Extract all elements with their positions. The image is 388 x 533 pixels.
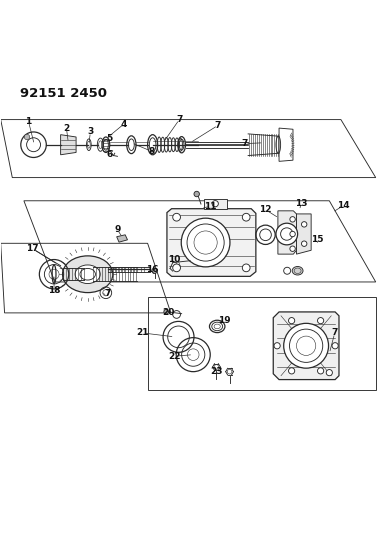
Circle shape xyxy=(212,200,218,207)
Text: 7: 7 xyxy=(104,289,111,298)
Circle shape xyxy=(181,218,230,267)
Text: 7: 7 xyxy=(242,139,248,148)
Circle shape xyxy=(164,310,168,314)
Circle shape xyxy=(332,343,338,349)
Circle shape xyxy=(173,213,180,221)
Ellipse shape xyxy=(62,256,113,293)
Text: 15: 15 xyxy=(312,235,324,244)
Text: 5: 5 xyxy=(107,134,113,143)
Text: 11: 11 xyxy=(204,201,217,211)
Text: 6: 6 xyxy=(107,150,113,159)
Circle shape xyxy=(290,216,295,222)
Text: 19: 19 xyxy=(218,316,230,325)
Circle shape xyxy=(301,241,307,246)
Polygon shape xyxy=(61,135,76,155)
Polygon shape xyxy=(296,214,311,254)
Circle shape xyxy=(290,231,295,237)
Circle shape xyxy=(290,246,295,252)
Circle shape xyxy=(274,343,280,349)
Polygon shape xyxy=(204,199,227,209)
Text: 22: 22 xyxy=(168,352,181,361)
Circle shape xyxy=(242,264,250,272)
Text: 7: 7 xyxy=(331,328,338,337)
Text: 8: 8 xyxy=(148,147,154,156)
Circle shape xyxy=(152,268,157,273)
Polygon shape xyxy=(273,312,339,379)
Polygon shape xyxy=(167,209,256,276)
Circle shape xyxy=(289,318,295,324)
Text: 7: 7 xyxy=(215,121,221,130)
Text: 16: 16 xyxy=(146,265,159,274)
Text: 10: 10 xyxy=(168,255,180,264)
Circle shape xyxy=(301,222,307,227)
Circle shape xyxy=(24,134,30,140)
Text: 23: 23 xyxy=(210,367,223,376)
Text: 20: 20 xyxy=(162,309,174,317)
Circle shape xyxy=(194,191,199,197)
Text: 7: 7 xyxy=(176,115,182,124)
Ellipse shape xyxy=(292,266,303,275)
Circle shape xyxy=(326,369,333,376)
Ellipse shape xyxy=(75,265,100,284)
Circle shape xyxy=(173,264,180,272)
Text: 2: 2 xyxy=(63,124,69,133)
Text: 4: 4 xyxy=(120,120,127,129)
Text: 12: 12 xyxy=(259,205,272,214)
Text: 13: 13 xyxy=(295,199,308,208)
Polygon shape xyxy=(117,235,128,242)
Text: 14: 14 xyxy=(337,201,350,210)
Text: 92151 2450: 92151 2450 xyxy=(20,87,107,100)
Circle shape xyxy=(317,368,324,374)
Text: 21: 21 xyxy=(137,328,149,337)
Text: 9: 9 xyxy=(114,225,121,235)
Circle shape xyxy=(284,324,329,368)
Polygon shape xyxy=(278,211,296,254)
Text: 17: 17 xyxy=(26,244,39,253)
Text: 3: 3 xyxy=(87,127,94,136)
Circle shape xyxy=(276,223,298,245)
Circle shape xyxy=(317,318,324,324)
Circle shape xyxy=(289,368,295,374)
Text: 1: 1 xyxy=(25,117,32,126)
Text: 18: 18 xyxy=(48,286,60,295)
Circle shape xyxy=(242,213,250,221)
